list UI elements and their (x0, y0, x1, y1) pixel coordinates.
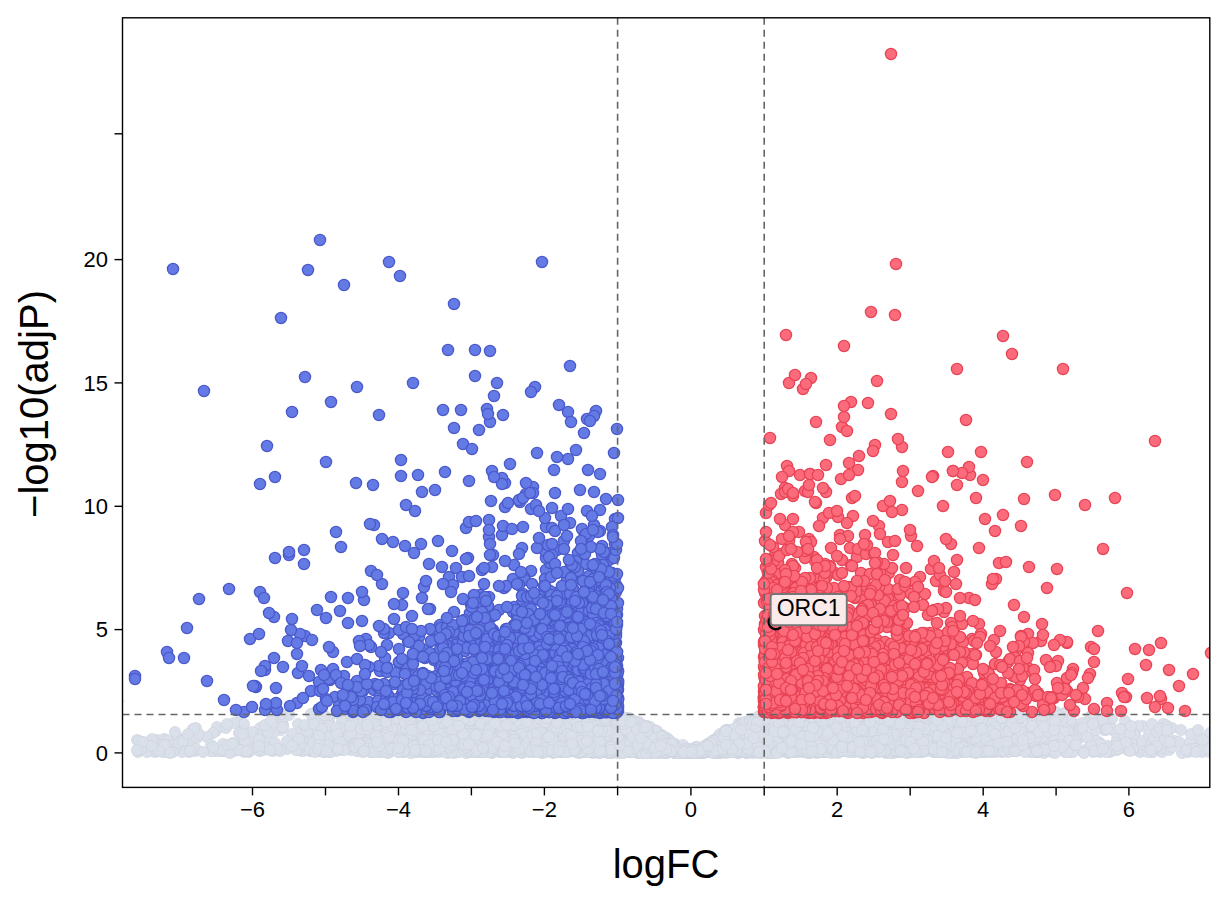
svg-text:10: 10 (84, 494, 108, 519)
svg-text:−2: −2 (532, 797, 557, 822)
svg-text:−log10(adjP): −log10(adjP) (12, 290, 56, 518)
svg-text:5: 5 (96, 617, 108, 642)
svg-text:ORC1: ORC1 (777, 595, 841, 621)
svg-text:2: 2 (831, 797, 843, 822)
svg-text:20: 20 (84, 247, 108, 272)
svg-text:6: 6 (1123, 797, 1135, 822)
svg-text:logFC: logFC (613, 842, 720, 886)
svg-text:15: 15 (84, 371, 108, 396)
svg-text:−4: −4 (386, 797, 411, 822)
svg-text:−6: −6 (240, 797, 265, 822)
svg-text:0: 0 (685, 797, 697, 822)
svg-text:4: 4 (977, 797, 989, 822)
svg-text:0: 0 (96, 741, 108, 766)
